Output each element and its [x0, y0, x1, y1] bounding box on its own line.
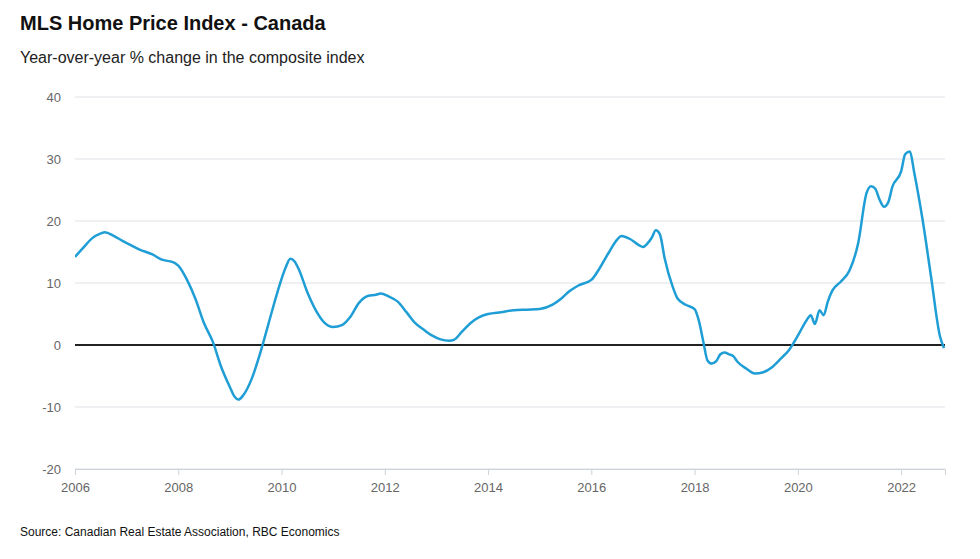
x-tick: 2014	[474, 469, 503, 495]
y-tick-label: -10	[42, 400, 61, 415]
title: MLS Home Price Index - Canada	[20, 12, 327, 34]
x-tick-mark	[385, 469, 386, 475]
y-tick-label: -20	[42, 462, 61, 477]
grid-line	[75, 407, 945, 408]
x-tick: 2022	[887, 469, 916, 495]
y-tick-label: 30	[47, 152, 61, 167]
x-tick-mark	[591, 469, 592, 475]
grid	[75, 97, 945, 469]
y-axis: -20 -10 0 10 20 30 40	[42, 90, 75, 477]
x-tick-label: 2022	[887, 480, 916, 495]
x-tick-label: 2006	[61, 480, 90, 495]
zero-line	[75, 344, 945, 346]
x-tick: 2008	[164, 469, 193, 495]
series-group	[75, 152, 944, 400]
grid-line	[75, 221, 945, 222]
y-tick: 30	[47, 152, 75, 167]
x-tick-label: 2016	[577, 480, 606, 495]
x-tick-label: 2012	[371, 480, 400, 495]
subtitle: Year-over-year % change in the composite…	[20, 49, 365, 66]
x-tick-label: 2020	[784, 480, 813, 495]
x-tick: 2016	[577, 469, 606, 495]
x-tick: 2010	[268, 469, 297, 495]
grid-line	[75, 159, 945, 160]
x-tick-label: 2018	[681, 480, 710, 495]
x-tick-mark	[178, 469, 179, 475]
y-tick: 0	[54, 338, 75, 353]
source: Source: Canadian Real Estate Association…	[20, 525, 340, 539]
x-tick-mark	[75, 469, 76, 475]
y-tick-label: 40	[47, 90, 61, 105]
x-tick-label: 2008	[164, 480, 193, 495]
x-tick-mark	[798, 469, 799, 475]
chart: MLS Home Price Index - Canada Year-over-y…	[0, 0, 980, 559]
x-tick-label: 2014	[474, 480, 503, 495]
y-tick: -10	[42, 400, 75, 415]
x-axis-line	[76, 470, 946, 476]
plot-area: -20-100102030402006200820102012201420162…	[42, 90, 945, 496]
data-line	[75, 152, 944, 400]
x-tick-mark	[282, 469, 283, 475]
grid-line	[75, 97, 945, 98]
x-tick-label: 2010	[268, 480, 297, 495]
grid-line	[75, 283, 945, 284]
y-tick: 10	[47, 276, 75, 291]
x-tick-mark	[695, 469, 696, 475]
x-tick: 2006	[61, 469, 90, 495]
x-axis: 2006 2008 2010 2012 2014 2016 2018 2020 2022	[61, 469, 945, 495]
x-tick: 2020	[784, 469, 813, 495]
y-tick: -20	[42, 462, 75, 477]
y-tick: 40	[47, 90, 75, 105]
x-tick-mark	[901, 469, 902, 475]
y-tick-label: 0	[54, 338, 61, 353]
x-tick-mark	[488, 469, 489, 475]
y-tick: 20	[47, 214, 75, 229]
x-tick: 2018	[681, 469, 710, 495]
y-tick-label: 10	[47, 276, 61, 291]
x-tick: 2012	[371, 469, 400, 495]
y-tick-label: 20	[47, 214, 61, 229]
